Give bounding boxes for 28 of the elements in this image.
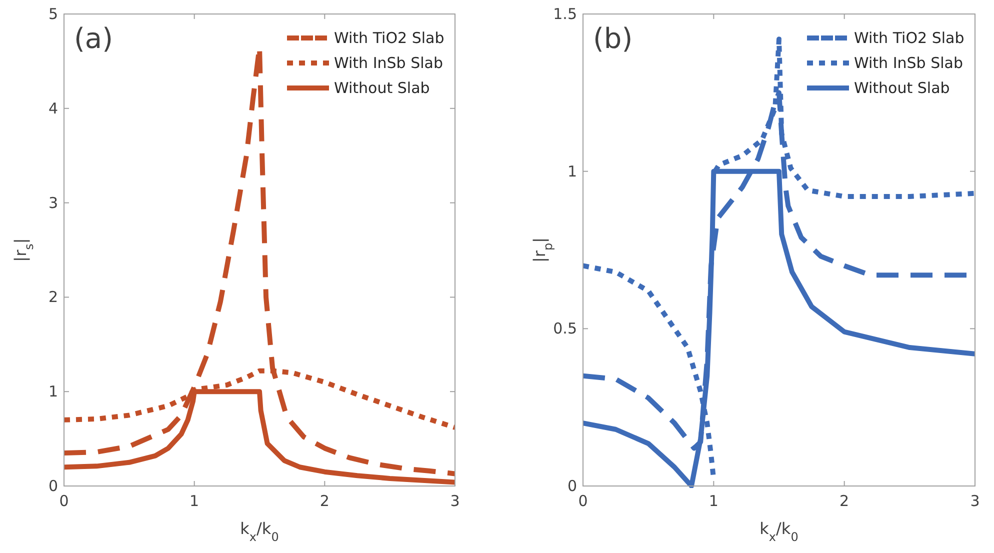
y-tick-label: 0 bbox=[567, 477, 577, 495]
annotation: (a) bbox=[74, 22, 114, 55]
legend-label: With TiO2 Slab bbox=[854, 29, 964, 47]
y-tick-label: 1.5 bbox=[553, 5, 577, 23]
x-tick-label: 0 bbox=[59, 492, 69, 510]
legend-label: Without Slab bbox=[854, 79, 950, 97]
y-tick-label: 1 bbox=[567, 162, 577, 180]
x-tick-label: 1 bbox=[190, 492, 200, 510]
annotation: (b) bbox=[593, 22, 633, 55]
y-tick-label: 0.5 bbox=[553, 320, 577, 338]
y-tick-label: 1 bbox=[48, 382, 58, 401]
x-tick-label: 1 bbox=[708, 492, 718, 510]
legend-label: With InSb Slab bbox=[854, 54, 963, 72]
y-tick-label: 2 bbox=[48, 288, 58, 306]
x-tick-label: 2 bbox=[320, 492, 330, 510]
x-axis-title: k$_{x}$/k$_{0}$ bbox=[760, 519, 798, 544]
y-tick-label: 4 bbox=[48, 99, 58, 118]
x-tick-label: 3 bbox=[970, 492, 980, 510]
x-axis-title: k$_{x}$/k$_{0}$ bbox=[240, 519, 279, 544]
legend-label: With InSb Slab bbox=[334, 54, 443, 72]
x-tick-label: 2 bbox=[840, 492, 850, 510]
y-tick-label: 3 bbox=[48, 194, 58, 212]
legend-label: Without Slab bbox=[334, 79, 430, 97]
y-tick-label: 5 bbox=[48, 5, 58, 23]
y-tick-label: 0 bbox=[48, 477, 58, 495]
legend-label: With TiO2 Slab bbox=[334, 29, 444, 47]
x-tick-label: 3 bbox=[450, 492, 460, 510]
x-tick-label: 0 bbox=[578, 492, 588, 510]
